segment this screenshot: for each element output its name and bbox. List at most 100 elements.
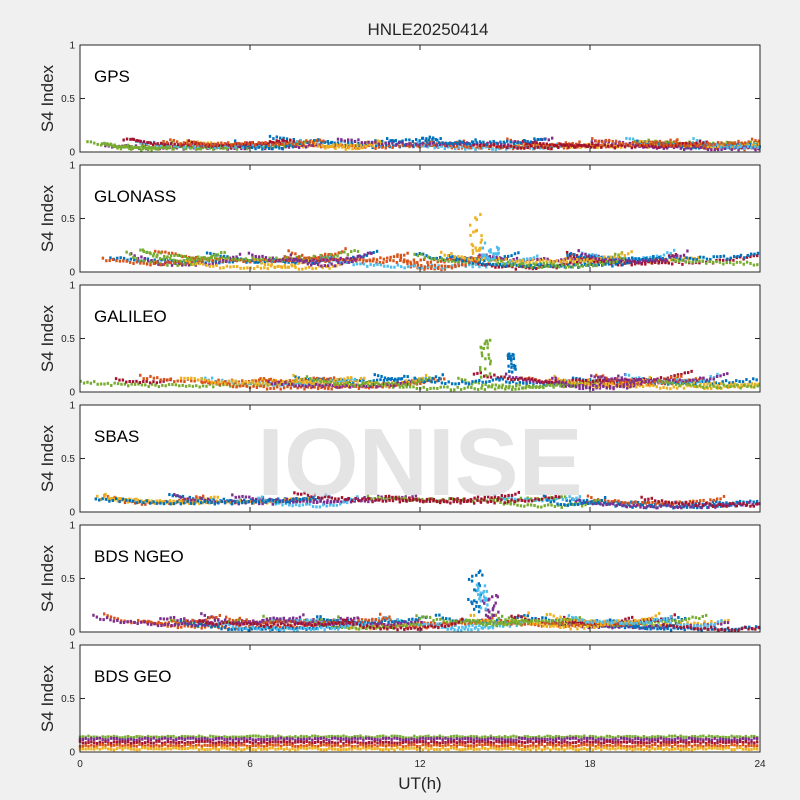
data-point xyxy=(322,379,326,383)
data-point xyxy=(449,144,452,148)
data-point xyxy=(336,141,340,145)
data-point xyxy=(242,384,245,388)
data-point xyxy=(280,143,283,147)
data-point xyxy=(616,381,619,385)
data-point xyxy=(194,260,197,264)
data-point xyxy=(222,383,225,387)
data-point xyxy=(752,263,756,267)
data-point xyxy=(285,497,288,501)
data-point xyxy=(566,263,570,267)
data-point xyxy=(613,499,617,503)
data-point xyxy=(463,258,467,262)
data-point xyxy=(525,144,528,148)
data-point xyxy=(149,260,152,264)
data-point xyxy=(449,256,452,260)
data-point xyxy=(548,382,551,386)
data-point xyxy=(315,259,319,263)
data-point xyxy=(258,144,261,148)
data-point xyxy=(635,385,638,389)
data-point xyxy=(740,141,744,145)
data-point xyxy=(625,381,629,385)
data-point xyxy=(436,138,439,142)
data-point xyxy=(350,260,354,264)
data-point xyxy=(521,265,524,269)
data-point xyxy=(464,378,467,382)
data-point xyxy=(222,266,225,270)
data-point xyxy=(257,496,260,500)
data-point xyxy=(443,147,447,151)
data-point xyxy=(613,377,617,381)
data-point xyxy=(424,139,427,143)
data-point xyxy=(351,147,354,151)
data-point xyxy=(232,502,235,506)
data-point xyxy=(288,257,291,261)
data-point xyxy=(593,145,596,149)
data-point xyxy=(597,139,601,143)
data-point xyxy=(708,502,711,506)
data-point xyxy=(509,354,512,358)
data-point xyxy=(312,500,315,504)
data-point xyxy=(344,498,347,502)
data-point xyxy=(721,380,724,384)
data-point xyxy=(407,380,411,384)
data-point xyxy=(479,240,483,244)
data-point xyxy=(625,142,628,146)
data-point xyxy=(213,253,216,257)
data-point xyxy=(173,260,176,264)
data-point xyxy=(452,143,455,147)
data-point xyxy=(474,216,477,220)
data-point xyxy=(389,265,393,269)
data-point xyxy=(695,379,698,383)
data-point xyxy=(641,377,644,381)
data-point xyxy=(536,137,540,141)
data-point xyxy=(500,494,503,498)
data-point xyxy=(607,499,610,503)
data-point xyxy=(413,261,416,265)
data-point xyxy=(326,377,329,381)
data-point xyxy=(741,503,744,507)
data-point xyxy=(666,251,669,255)
data-point xyxy=(276,144,280,148)
data-point xyxy=(399,381,403,385)
data-point xyxy=(344,260,347,264)
data-point xyxy=(439,137,442,141)
data-point xyxy=(195,262,198,266)
data-point xyxy=(297,141,300,145)
data-point xyxy=(395,261,399,265)
data-point xyxy=(554,264,557,268)
data-point xyxy=(520,262,523,266)
data-point xyxy=(406,265,410,269)
data-point xyxy=(522,381,525,385)
data-point xyxy=(148,381,152,385)
data-point xyxy=(269,145,273,149)
data-point xyxy=(550,380,554,384)
data-point xyxy=(386,256,389,260)
data-point xyxy=(629,378,632,382)
data-point xyxy=(225,258,228,262)
data-point xyxy=(673,380,677,384)
data-point xyxy=(574,500,578,504)
data-point xyxy=(629,504,632,508)
data-point xyxy=(550,147,553,151)
data-point xyxy=(227,379,230,383)
data-point xyxy=(595,384,598,388)
data-point xyxy=(495,377,498,381)
data-point xyxy=(294,384,297,388)
data-point xyxy=(676,373,680,377)
data-point xyxy=(492,139,495,143)
data-point xyxy=(518,383,521,387)
data-point xyxy=(173,262,176,266)
data-point xyxy=(479,368,482,372)
data-point xyxy=(719,504,723,508)
data-point xyxy=(625,505,629,509)
data-point xyxy=(284,144,288,148)
data-point xyxy=(184,500,187,504)
data-point xyxy=(620,378,624,382)
data-point xyxy=(474,257,477,261)
data-point xyxy=(281,257,285,261)
data-point xyxy=(506,377,510,381)
data-point xyxy=(669,251,672,255)
data-point xyxy=(502,140,506,144)
data-point xyxy=(621,141,625,145)
data-point xyxy=(406,375,409,379)
